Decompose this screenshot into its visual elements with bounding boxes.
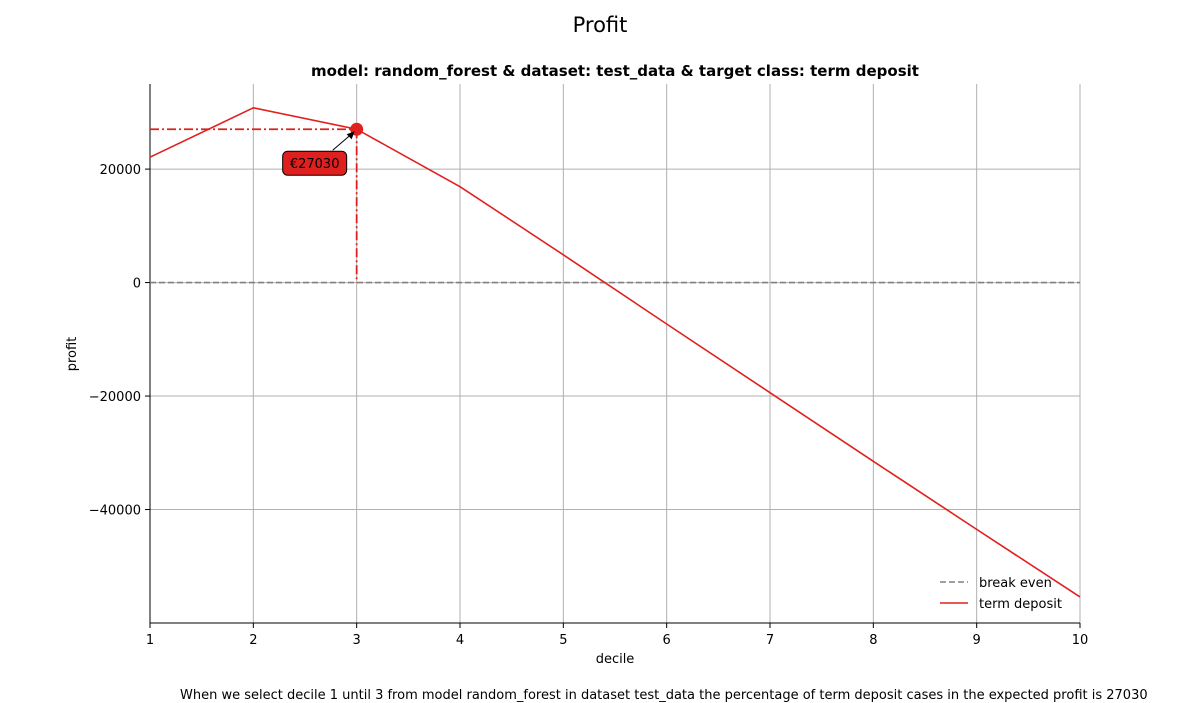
legend-label-0: break even [979, 576, 1052, 591]
x-tick-label-4: 5 [559, 633, 567, 648]
x-tick-label-9: 10 [1072, 633, 1089, 648]
annotation-label: €27030 [290, 157, 340, 172]
chart-caption: When we select decile 1 until 3 from mod… [180, 688, 1148, 703]
x-tick-label-7: 8 [869, 633, 877, 648]
chart-suptitle: Profit [573, 13, 628, 37]
y-axis-label: profit [65, 337, 80, 372]
y-tick-label-2: 0 [133, 277, 141, 292]
tick-labels: 1 2 3 4 5 6 7 8 9 10 −40000 −20000 0 20000 [89, 163, 1089, 648]
axes [149, 84, 1080, 624]
x-tick-label-8: 9 [973, 633, 981, 648]
annotation-box [282, 150, 348, 176]
plot-area [149, 106, 1081, 598]
chart-title: model: random_forest & dataset: test_dat… [311, 62, 919, 80]
x-tick-label-0: 1 [146, 633, 154, 648]
x-tick-label-3: 4 [456, 633, 464, 648]
y-tick-label-3: 20000 [100, 163, 141, 178]
x-axis-label: decile [596, 652, 635, 667]
legend-label-1: term deposit [979, 597, 1062, 612]
x-tick-label-6: 7 [766, 633, 774, 648]
legend: break even term deposit [940, 576, 1062, 612]
y-tick-label-0: −40000 [89, 504, 141, 519]
y-tick-label-1: −20000 [89, 390, 141, 405]
highlight-group: €27030 [150, 122, 364, 283]
annotation-arrow-head [346, 131, 355, 140]
x-tick-label-5: 6 [663, 633, 671, 648]
x-tick-label-2: 3 [353, 633, 361, 648]
x-tick-label-1: 2 [249, 633, 257, 648]
series-line-1 [149, 106, 1081, 598]
